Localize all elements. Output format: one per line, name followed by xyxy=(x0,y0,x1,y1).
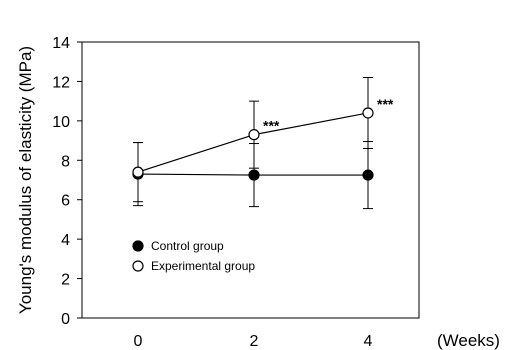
series-experimental-group xyxy=(132,76,374,203)
series-layer: *** *** xyxy=(132,76,394,210)
point-experimental-group-4 xyxy=(362,107,374,119)
x-tick-label-0: 0 xyxy=(134,333,143,350)
y-axis-title: Young's modulus of elasticity (MPa) xyxy=(16,46,35,314)
point-control-group-2 xyxy=(248,169,260,181)
significance-annotation-2: *** xyxy=(263,118,280,134)
y-axis: 0 2 4 6 8 10 12 14 xyxy=(52,35,82,328)
y-tick-label-2: 2 xyxy=(61,272,70,289)
line-experimental-group xyxy=(137,112,369,173)
x-tick-label-2: 2 xyxy=(250,333,259,350)
plot-frame xyxy=(81,41,420,319)
y-tick-label-0: 0 xyxy=(61,311,70,328)
y-tick-label-8: 8 xyxy=(61,153,70,170)
x-axis: 0 2 4 xyxy=(134,333,373,350)
series-control-group xyxy=(132,141,374,210)
y-tick-label-4: 4 xyxy=(61,232,70,249)
y-tick-label-6: 6 xyxy=(61,193,70,210)
y-tick-label-14: 14 xyxy=(52,35,70,52)
y-tick-label-10: 10 xyxy=(52,114,70,131)
point-control-group-4 xyxy=(362,169,374,181)
x-axis-title: (Weeks) xyxy=(437,331,500,350)
legend-label-control-group: Control group xyxy=(151,239,224,253)
significance-annotation-4: *** xyxy=(377,96,394,112)
legend-label-experimental-group: Experimental group xyxy=(151,259,255,273)
y-tick-label-12: 12 xyxy=(52,74,70,91)
point-experimental-group-0 xyxy=(132,166,144,178)
legend-marker-control-group xyxy=(132,240,144,252)
legend: Control group Experimental group xyxy=(132,239,255,273)
point-experimental-group-2 xyxy=(248,129,260,141)
legend-marker-experimental-group xyxy=(132,260,144,272)
x-tick-label-4: 4 xyxy=(364,333,373,350)
